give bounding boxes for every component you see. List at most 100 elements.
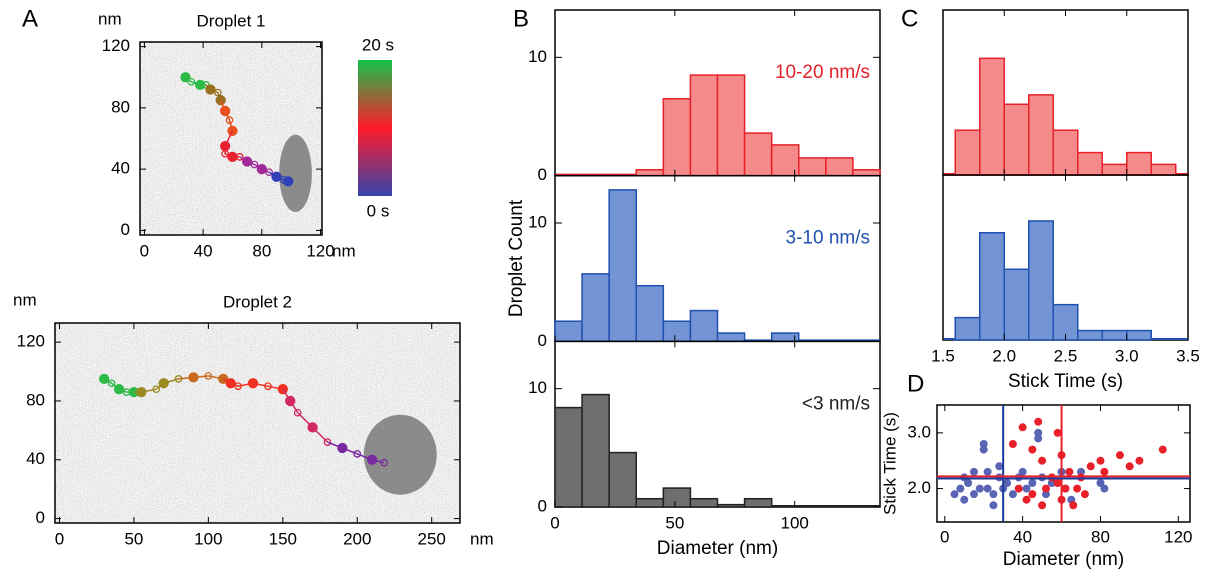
- histogram-bar: [1052, 129, 1079, 176]
- x-axis-label: Diameter (nm): [657, 538, 778, 559]
- scatter-point: [1065, 467, 1074, 476]
- scatter-point: [1008, 440, 1017, 448]
- trajectory-point: [136, 386, 147, 398]
- histogram-bar: [608, 451, 638, 508]
- scatter-point: [1028, 479, 1037, 487]
- scatter-point: [983, 484, 992, 493]
- series-label: <3 nm/s: [802, 393, 870, 414]
- colorbar-label: 20 s: [362, 35, 394, 54]
- histogram-bar: [743, 497, 773, 508]
- histogram-bar: [1003, 103, 1030, 176]
- scatter-point: [995, 473, 1004, 482]
- scatter-point: [1158, 445, 1167, 454]
- histogram-bar: [662, 487, 692, 508]
- scatter-point: [956, 484, 965, 493]
- histogram-bar: [608, 189, 638, 343]
- scatter-point: [1053, 428, 1062, 437]
- histogram-bar: [1126, 151, 1152, 176]
- trajectory-point: [380, 458, 388, 467]
- scatter-point: [1073, 484, 1082, 493]
- trajectory-point: [293, 408, 302, 417]
- scatter-point: [1022, 495, 1031, 504]
- trajectory-point: [283, 176, 294, 187]
- histogram-bar: [954, 316, 981, 341]
- trajectory-point: [205, 84, 216, 95]
- y-tick-label: 10: [528, 212, 547, 231]
- scatter-point: [1096, 479, 1105, 487]
- x-tick-label: 2.5: [1054, 346, 1078, 365]
- scatter-point: [1115, 451, 1124, 460]
- y-tick-label: 0: [538, 165, 547, 184]
- y-tick-label: 10: [528, 47, 547, 66]
- scatter-point: [1008, 490, 1017, 499]
- trajectory-point: [187, 77, 196, 86]
- scatter-point: [995, 462, 1004, 471]
- scatter-point: [1034, 417, 1043, 426]
- scatter-point: [983, 467, 992, 476]
- colorbar-label: 0 s: [367, 201, 390, 220]
- histogram-bar: [1101, 163, 1128, 176]
- x-tick-label: 80: [1091, 527, 1110, 546]
- trajectory-point: [353, 450, 362, 458]
- x-tick-label: 40: [1013, 527, 1032, 546]
- scatter-point: [1018, 423, 1027, 432]
- trajectory-point: [225, 116, 234, 124]
- scatter-point: [1096, 456, 1105, 465]
- x-tick-label: 50: [124, 529, 143, 548]
- histogram-bar: [635, 169, 665, 177]
- y-tick-label: 3.0: [907, 422, 931, 441]
- trajectory-point: [98, 373, 110, 385]
- scatter-point: [1028, 445, 1037, 454]
- x-tick-label: 250: [418, 529, 446, 548]
- series-label: 10-20 nm/s: [775, 62, 870, 83]
- scatter-point: [1061, 484, 1070, 493]
- histogram-bar: [581, 273, 610, 343]
- scatter-point: [1034, 428, 1043, 437]
- y-tick-label: 40: [26, 449, 45, 468]
- plot-frame: [139, 41, 323, 236]
- trajectory-point: [337, 442, 348, 454]
- trajectory-point: [234, 382, 242, 391]
- scatter-point: [1080, 490, 1089, 499]
- histogram-bar: [798, 157, 827, 177]
- x-unit: nm: [470, 529, 494, 548]
- x-tick-label: 3.0: [1115, 346, 1139, 365]
- y-tick-label: 0: [36, 508, 45, 527]
- scatter-point: [1041, 490, 1050, 499]
- scatter-point: [1028, 490, 1037, 499]
- trajectory-point: [307, 422, 318, 433]
- cell-shadow: [363, 414, 437, 495]
- histogram-bar: [979, 232, 1005, 341]
- x-tick-label: 200: [343, 529, 371, 548]
- scatter-point: [1038, 473, 1047, 482]
- histogram-bar: [581, 393, 610, 508]
- trajectory-point: [247, 378, 259, 389]
- x-tick-label: 3.5: [1176, 346, 1200, 365]
- scatter-point: [1100, 484, 1109, 493]
- histogram-bar: [1003, 268, 1030, 341]
- scatter-point: [960, 495, 969, 504]
- y-axis-label: Droplet Count: [506, 199, 527, 317]
- plot-frame: [936, 404, 1191, 523]
- title: Droplet 2: [223, 292, 292, 311]
- histogram-bar: [716, 332, 746, 343]
- trajectory-point: [227, 151, 238, 163]
- scatter-point: [1100, 467, 1109, 476]
- y-tick-label: 10: [528, 378, 547, 397]
- trajectory-point: [235, 153, 244, 161]
- scatter-point: [1022, 484, 1031, 493]
- x-tick-label: 150: [269, 529, 297, 548]
- trajectory-point: [219, 141, 231, 152]
- cell-shadow: [279, 134, 312, 212]
- scatter-point: [1135, 456, 1144, 465]
- y-tick-label: 120: [102, 36, 130, 55]
- scatter-point: [1018, 467, 1027, 476]
- histogram-bar: [1150, 163, 1177, 176]
- x-unit: nm: [332, 241, 356, 260]
- histogram-bar: [689, 309, 719, 343]
- histogram-bar: [689, 497, 719, 508]
- histogram-bar: [1028, 94, 1054, 176]
- y-tick-label: 80: [111, 97, 130, 116]
